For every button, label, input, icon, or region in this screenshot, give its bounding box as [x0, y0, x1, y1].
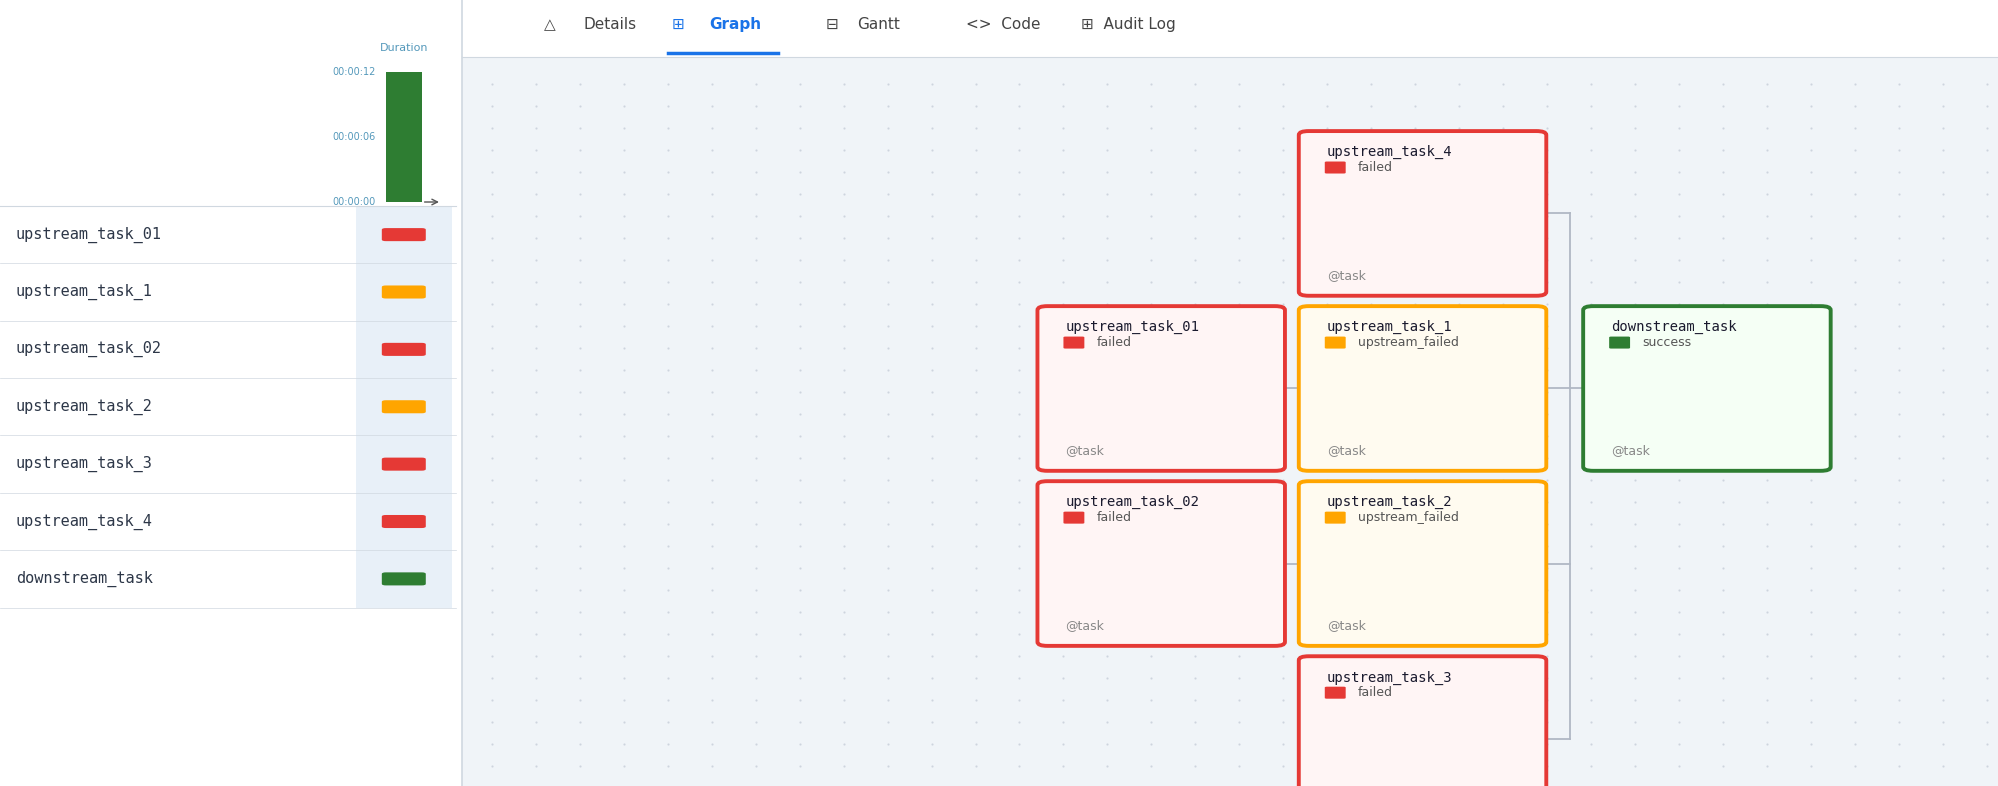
FancyBboxPatch shape [1299, 656, 1546, 786]
FancyBboxPatch shape [1037, 481, 1285, 646]
Text: upstream_task_3: upstream_task_3 [16, 456, 152, 472]
FancyBboxPatch shape [382, 457, 426, 471]
Text: @task: @task [1065, 444, 1103, 457]
FancyBboxPatch shape [1299, 131, 1546, 296]
Text: Gantt: Gantt [857, 17, 899, 32]
Text: 00:00:00: 00:00:00 [332, 197, 376, 207]
Bar [386, 72, 422, 202]
Text: ⊟: ⊟ [825, 17, 837, 32]
Text: upstream_failed: upstream_failed [1357, 336, 1459, 349]
Text: upstream_task_2: upstream_task_2 [1327, 495, 1453, 509]
Text: upstream_task_1: upstream_task_1 [16, 284, 152, 300]
Text: upstream_task_2: upstream_task_2 [16, 399, 152, 415]
Text: 00:00:12: 00:00:12 [332, 68, 376, 77]
Bar [462, 0, 1998, 57]
Text: failed: failed [1095, 511, 1131, 524]
Text: upstream_task_1: upstream_task_1 [1327, 320, 1453, 334]
Bar [0, 0, 356, 786]
Text: upstream_task_3: upstream_task_3 [1327, 670, 1453, 685]
Text: downstream_task: downstream_task [1610, 320, 1736, 334]
FancyBboxPatch shape [1299, 306, 1546, 471]
FancyBboxPatch shape [382, 285, 426, 299]
Text: ⊞  Audit Log: ⊞ Audit Log [1081, 17, 1175, 32]
Text: Graph: Graph [709, 17, 761, 32]
Bar [356, 206, 452, 608]
Text: downstream_task: downstream_task [16, 571, 152, 587]
Text: success: success [1640, 336, 1690, 349]
FancyBboxPatch shape [382, 343, 426, 356]
Text: 00:00:06: 00:00:06 [332, 132, 376, 142]
FancyBboxPatch shape [1325, 336, 1345, 348]
Text: @task: @task [1327, 270, 1365, 282]
FancyBboxPatch shape [382, 400, 426, 413]
Text: upstream_failed: upstream_failed [1357, 511, 1459, 524]
FancyBboxPatch shape [382, 228, 426, 241]
Text: upstream_task_01: upstream_task_01 [16, 226, 162, 243]
FancyBboxPatch shape [382, 572, 426, 586]
Text: failed: failed [1357, 161, 1393, 174]
FancyBboxPatch shape [1037, 306, 1285, 471]
Text: upstream_task_4: upstream_task_4 [16, 513, 152, 530]
Text: upstream_task_02: upstream_task_02 [1065, 495, 1199, 509]
FancyBboxPatch shape [1063, 512, 1083, 523]
Text: Duration: Duration [380, 42, 428, 53]
Text: Details: Details [583, 17, 637, 32]
Text: upstream_task_4: upstream_task_4 [1327, 145, 1453, 160]
Text: <>  Code: <> Code [965, 17, 1039, 32]
Text: failed: failed [1357, 686, 1393, 700]
Text: △: △ [543, 17, 555, 32]
Text: ⊞: ⊞ [671, 17, 683, 32]
Bar [462, 57, 1998, 786]
FancyBboxPatch shape [1299, 481, 1546, 646]
Text: @task: @task [1327, 444, 1365, 457]
Text: @task: @task [1327, 619, 1365, 633]
FancyBboxPatch shape [1325, 161, 1345, 174]
FancyBboxPatch shape [1608, 336, 1628, 348]
FancyBboxPatch shape [1582, 306, 1830, 471]
FancyBboxPatch shape [382, 515, 426, 528]
FancyBboxPatch shape [1325, 512, 1345, 523]
Text: failed: failed [1095, 336, 1131, 349]
Text: upstream_task_01: upstream_task_01 [1065, 320, 1199, 334]
Text: @task: @task [1065, 619, 1103, 633]
Text: upstream_task_02: upstream_task_02 [16, 341, 162, 358]
FancyBboxPatch shape [1325, 687, 1345, 699]
FancyBboxPatch shape [1063, 336, 1083, 348]
Text: @task: @task [1610, 444, 1648, 457]
